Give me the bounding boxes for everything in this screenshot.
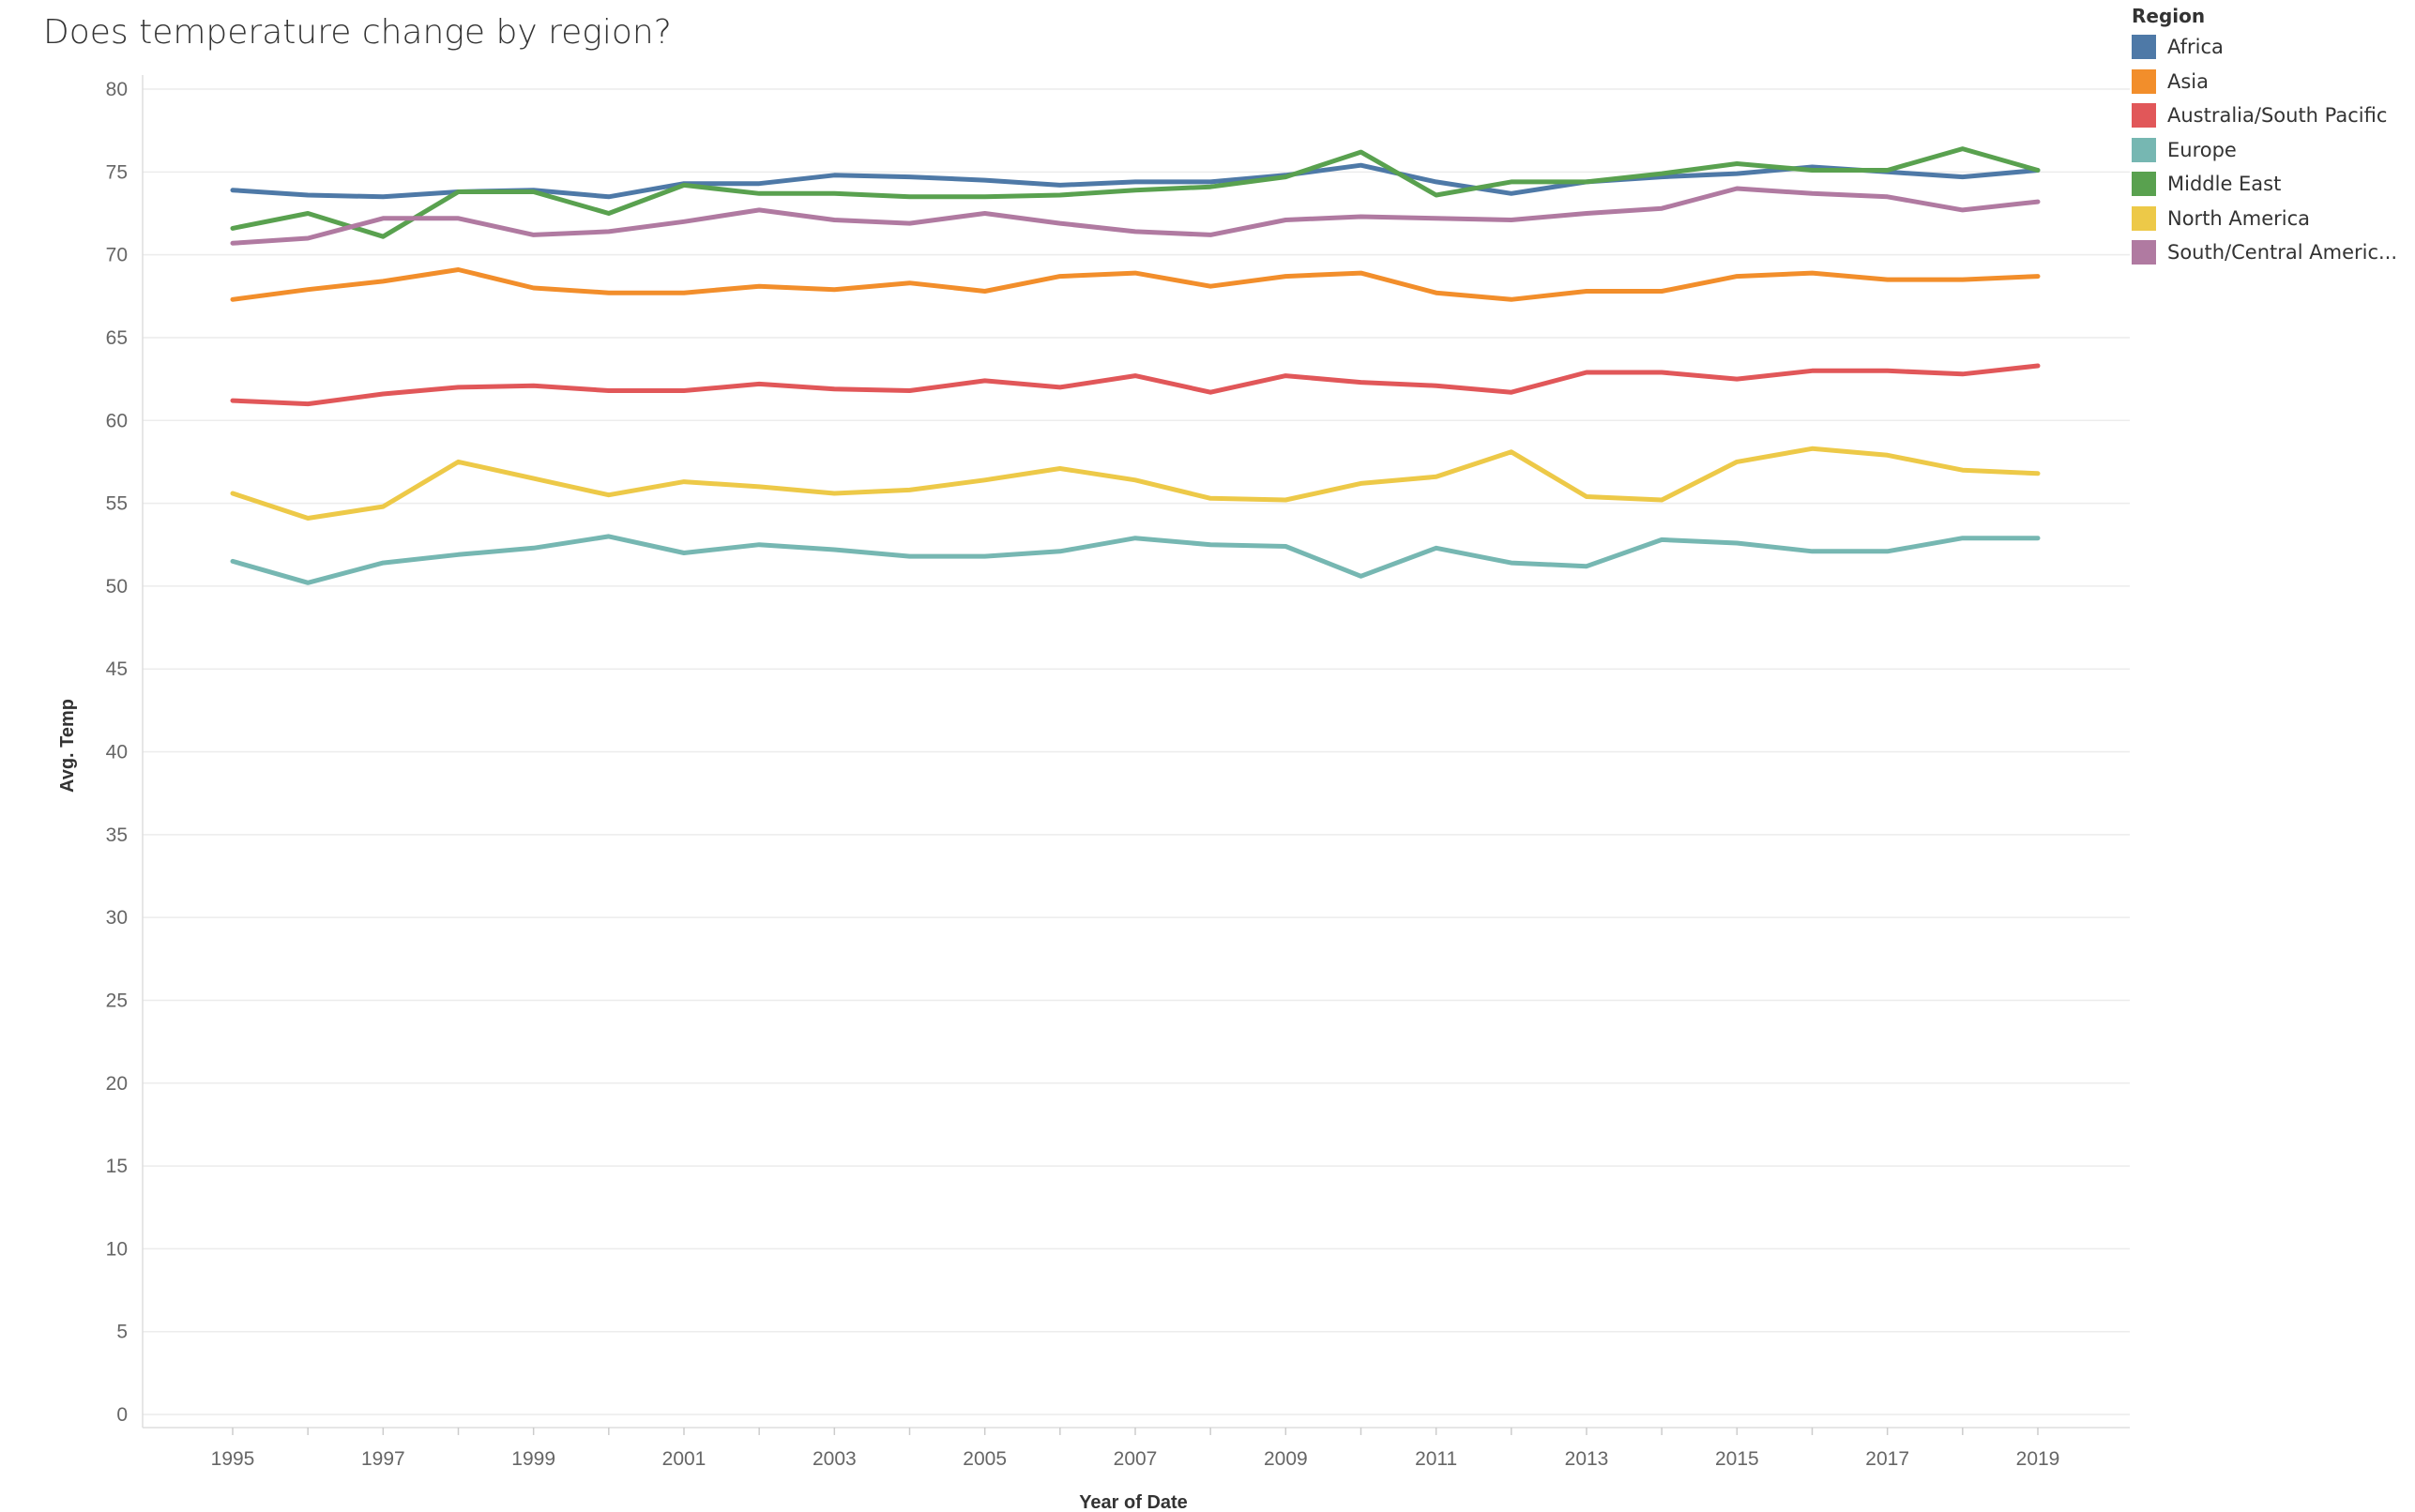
y-tick-label: 70 (106, 245, 128, 266)
legend-swatch (2132, 35, 2156, 60)
x-tick-label: 2019 (2016, 1448, 2060, 1470)
legend-item[interactable]: Australia/South Pacific (2132, 98, 2397, 133)
x-tick-label: 2005 (963, 1448, 1007, 1470)
y-tick-label: 50 (106, 576, 128, 597)
y-tick-label: 55 (106, 493, 128, 515)
legend-label: Asia (2167, 69, 2210, 93)
series-line-europe[interactable] (230, 534, 2041, 585)
legend-title: Region (2132, 5, 2206, 27)
y-tick-label: 45 (106, 658, 128, 680)
legend-label: North America (2167, 206, 2311, 230)
legend-swatch (2132, 205, 2156, 231)
legend-item[interactable]: Asia (2132, 65, 2397, 99)
chart-title: Does temperature change by region? (43, 13, 672, 52)
x-axis-ticks: 1995 1997 1999 2001 2003 2005 2007 2009 2011 2013… (211, 1428, 2060, 1470)
y-tick-label: 75 (106, 161, 128, 183)
legend-items: Africa Asia Australia/South Pacific Europe M… (2132, 30, 2397, 270)
x-tick-label: 2017 (1865, 1448, 1909, 1470)
legend-item[interactable]: Africa (2132, 30, 2397, 65)
legend: Region Africa Asia Australia/South Pacific… (2132, 2, 2397, 270)
x-tick-label: 2003 (813, 1448, 857, 1470)
y-tick-label: 30 (106, 907, 128, 929)
legend-label: Africa (2167, 36, 2224, 59)
gridlines (142, 75, 2130, 1429)
y-tick-label: 65 (106, 327, 128, 349)
legend-swatch (2132, 172, 2156, 197)
y-tick-label: 10 (106, 1238, 128, 1260)
series-line-north-america[interactable] (230, 446, 2041, 521)
x-tick-label: 1995 (211, 1448, 255, 1470)
series-line-south-central-americ-[interactable] (230, 186, 2041, 246)
x-tick-label: 2009 (1264, 1448, 1308, 1470)
x-tick-label: 2007 (1114, 1448, 1158, 1470)
legend-item[interactable]: North America (2132, 202, 2397, 236)
y-tick-label: 20 (106, 1073, 128, 1095)
legend-label: Middle East (2167, 173, 2282, 196)
x-tick-label: 2001 (662, 1448, 706, 1470)
y-tick-label: 5 (116, 1322, 128, 1343)
y-tick-label: 35 (106, 824, 128, 846)
x-tick-label: 1997 (361, 1448, 405, 1470)
series-line-middle-east[interactable] (230, 146, 2041, 239)
x-axis-label: Year of Date (1079, 1492, 1188, 1512)
series-line-asia[interactable] (230, 267, 2041, 302)
x-tick-label: 2011 (1415, 1448, 1457, 1470)
legend-swatch (2132, 137, 2156, 162)
y-tick-label: 40 (106, 742, 128, 764)
legend-swatch (2132, 68, 2156, 94)
x-tick-label: 2015 (1715, 1448, 1759, 1470)
y-tick-label: 0 (116, 1404, 128, 1426)
legend-item[interactable]: Europe (2132, 133, 2397, 168)
series-line-australia-south-pacific[interactable] (230, 363, 2041, 407)
legend-label: Australia/South Pacific (2167, 104, 2388, 128)
legend-label: Europe (2167, 138, 2237, 161)
y-tick-label: 25 (106, 990, 128, 1011)
x-tick-label: 2013 (1565, 1448, 1609, 1470)
y-axis-label: Avg. Temp (57, 699, 78, 793)
y-axis-ticks: 0 5 10 15 20 25 30 35 40 45 50 55 60 65 70 75 80 (106, 79, 128, 1426)
legend-swatch (2132, 103, 2156, 129)
series-lines (230, 146, 2041, 585)
x-tick-label: 1999 (511, 1448, 555, 1470)
y-tick-label: 80 (106, 79, 128, 100)
y-tick-label: 15 (106, 1156, 128, 1177)
legend-label: South/Central Americ... (2167, 241, 2398, 265)
legend-swatch (2132, 240, 2156, 265)
legend-item[interactable]: Middle East (2132, 167, 2397, 202)
legend-item[interactable]: South/Central Americ... (2132, 235, 2397, 270)
y-tick-label: 60 (106, 410, 128, 431)
